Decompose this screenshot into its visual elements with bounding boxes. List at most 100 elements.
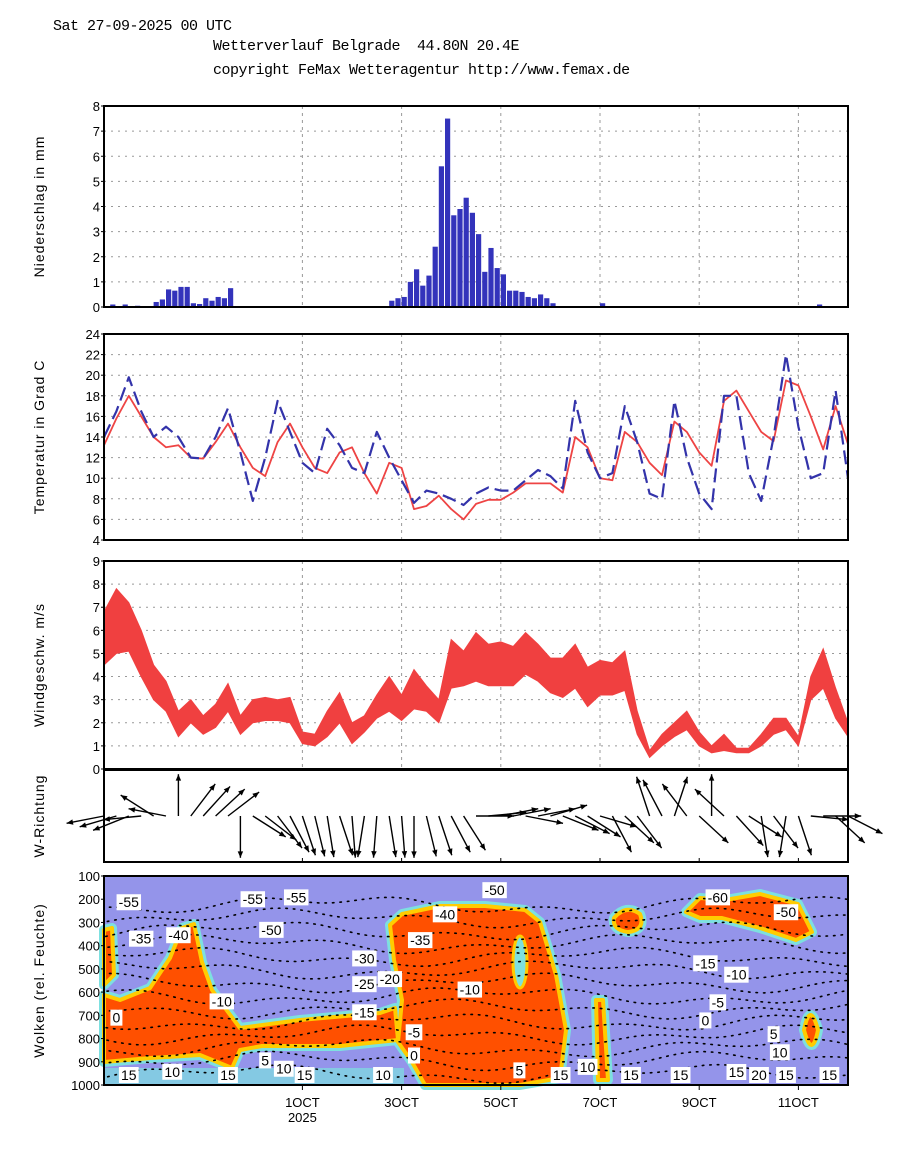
wind-arrow-head <box>347 848 354 856</box>
run-time: Sat 27-09-2025 00 UTC <box>53 18 232 35</box>
contour-label-text: 5 <box>261 1052 269 1068</box>
y-tick-label: 6 <box>93 512 100 527</box>
contour-label: 0 <box>699 1012 712 1029</box>
precip-bar <box>407 281 413 307</box>
wind-arrow <box>227 791 260 817</box>
y-tick-label: 3 <box>93 693 100 708</box>
precip-bar <box>414 269 420 307</box>
contour-label-box <box>240 891 266 908</box>
wind-arrow-shaft <box>673 776 689 817</box>
contour-label-box <box>819 1067 840 1083</box>
wind-arrow <box>550 804 588 817</box>
precip-bar <box>519 291 525 307</box>
wind-arrow-head <box>556 819 564 825</box>
precip-bar <box>445 118 451 307</box>
wind-arrow-shaft <box>202 785 231 817</box>
wind-arrow-shaft <box>748 815 783 838</box>
wind-arrow-shaft <box>642 779 663 817</box>
contour-label-box <box>128 930 154 947</box>
contour-label-box <box>709 994 727 1011</box>
wind-arrow <box>708 774 715 816</box>
wind-arrow-head <box>252 792 260 799</box>
y-tick-label: 0 <box>93 300 100 315</box>
wind-arrow <box>635 776 651 817</box>
wind-arrow-shaft <box>735 815 764 847</box>
x-tick-year: 2025 <box>288 1110 317 1125</box>
precip-bar <box>228 288 234 307</box>
precip-bar <box>215 296 221 307</box>
wind-arrow <box>301 815 317 856</box>
wind-arrow-shaft <box>773 815 799 849</box>
wind-arrow <box>835 815 866 844</box>
contour-label-text: 15 <box>623 1067 639 1083</box>
contour-label-box <box>693 955 718 972</box>
grid <box>104 106 848 307</box>
contour-label: 15 <box>294 1067 315 1083</box>
precip-bar <box>159 299 165 307</box>
precip-bar <box>457 209 463 307</box>
contour-label: 10 <box>577 1058 598 1075</box>
contour-label: -25 <box>352 976 377 993</box>
y-tick-label: 4 <box>93 200 100 215</box>
contour-label-text: -10 <box>726 967 746 983</box>
wind-arrow <box>735 815 764 847</box>
cloud-field <box>99 876 849 1090</box>
wind-arrow <box>748 815 783 838</box>
wind-arrow-shaft <box>450 815 471 853</box>
wind-arrow <box>388 815 398 858</box>
precip-bar <box>203 298 209 307</box>
contour-label-text: -30 <box>354 950 374 966</box>
contour-label-box <box>110 1009 123 1026</box>
contour-label: -40 <box>166 927 191 944</box>
contour-label-text: -55 <box>119 894 139 910</box>
wind-arrow-head <box>858 836 865 843</box>
contour-label: 10 <box>162 1063 183 1080</box>
contour-label-box <box>162 1063 183 1080</box>
y-tick-label: 1000 <box>71 1078 100 1093</box>
contour-label-box <box>259 1052 272 1069</box>
contour-label: -30 <box>352 950 377 967</box>
wind-arrow-head <box>79 822 87 828</box>
wind-arrow <box>624 815 655 844</box>
wind-arrow <box>642 779 663 817</box>
precip-bar <box>463 197 469 307</box>
y-tick-label: 500 <box>78 962 100 977</box>
precip-bar <box>178 286 184 307</box>
precip-bar <box>110 304 116 307</box>
wind-arrow-head <box>647 836 654 843</box>
wind-arrow-shaft <box>587 815 621 838</box>
wind-arrow-shaft <box>289 815 310 853</box>
y-tick-label: 900 <box>78 1055 100 1070</box>
wind-arrow <box>128 807 167 817</box>
y-tick-label: 22 <box>86 348 100 363</box>
wind-arrow-shaft <box>636 815 663 849</box>
contour-label: -5 <box>709 994 727 1011</box>
wind-arrow <box>513 807 551 817</box>
wind-arrow <box>411 816 417 858</box>
wind-arrow-head <box>411 851 417 858</box>
y-tick-label: 800 <box>78 1032 100 1047</box>
wind-arrow-head <box>777 850 784 858</box>
wind-arrow <box>66 815 105 825</box>
contour-label: 15 <box>550 1067 571 1083</box>
contour-label-box <box>550 1067 571 1083</box>
wind-arrow-head <box>602 828 610 834</box>
precip-bar <box>172 290 178 307</box>
precip-bar <box>438 166 444 307</box>
wind-arrow-head <box>774 831 782 837</box>
contour-label-text: -35 <box>131 931 151 947</box>
contour-label-text: -50 <box>776 904 796 920</box>
x-tick-label: 7OCT <box>583 1095 618 1110</box>
contour-label: -10 <box>209 993 235 1010</box>
contour-label-box <box>352 1004 377 1021</box>
wind-arrow-shaft <box>847 815 883 835</box>
y-tick-label: 5 <box>93 174 100 189</box>
wind-arrow <box>326 815 336 858</box>
contour-label: -55 <box>240 891 266 908</box>
y-tick-label: 14 <box>86 430 100 445</box>
y-tick-label: 2 <box>93 250 100 265</box>
contour-label-text: -15 <box>354 1004 374 1020</box>
wind-arrow-shaft <box>338 815 354 856</box>
wind-arrow-shaft <box>624 815 655 844</box>
contour-label: -50 <box>482 882 507 899</box>
